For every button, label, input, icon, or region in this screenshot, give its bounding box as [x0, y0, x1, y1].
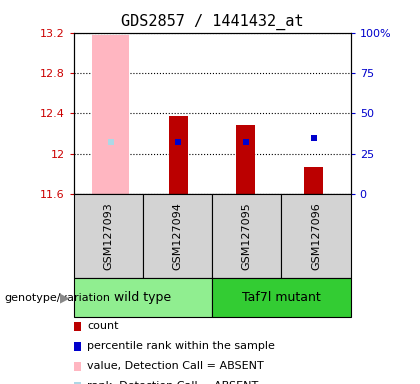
Text: rank, Detection Call = ABSENT: rank, Detection Call = ABSENT — [87, 381, 258, 384]
Text: GSM127095: GSM127095 — [242, 202, 252, 270]
Bar — [169, 116, 188, 194]
Bar — [236, 126, 255, 194]
Bar — [92, 35, 129, 194]
Text: genotype/variation: genotype/variation — [4, 293, 110, 303]
Text: percentile rank within the sample: percentile rank within the sample — [87, 341, 275, 351]
Text: wild type: wild type — [114, 291, 171, 304]
Text: value, Detection Call = ABSENT: value, Detection Call = ABSENT — [87, 361, 264, 371]
Text: GSM127093: GSM127093 — [103, 202, 113, 270]
Title: GDS2857 / 1441432_at: GDS2857 / 1441432_at — [121, 14, 303, 30]
Bar — [304, 167, 323, 194]
Text: count: count — [87, 321, 118, 331]
Text: GSM127094: GSM127094 — [173, 202, 182, 270]
Text: ▶: ▶ — [60, 291, 70, 304]
Text: GSM127096: GSM127096 — [311, 202, 321, 270]
Text: Taf7l mutant: Taf7l mutant — [242, 291, 321, 304]
